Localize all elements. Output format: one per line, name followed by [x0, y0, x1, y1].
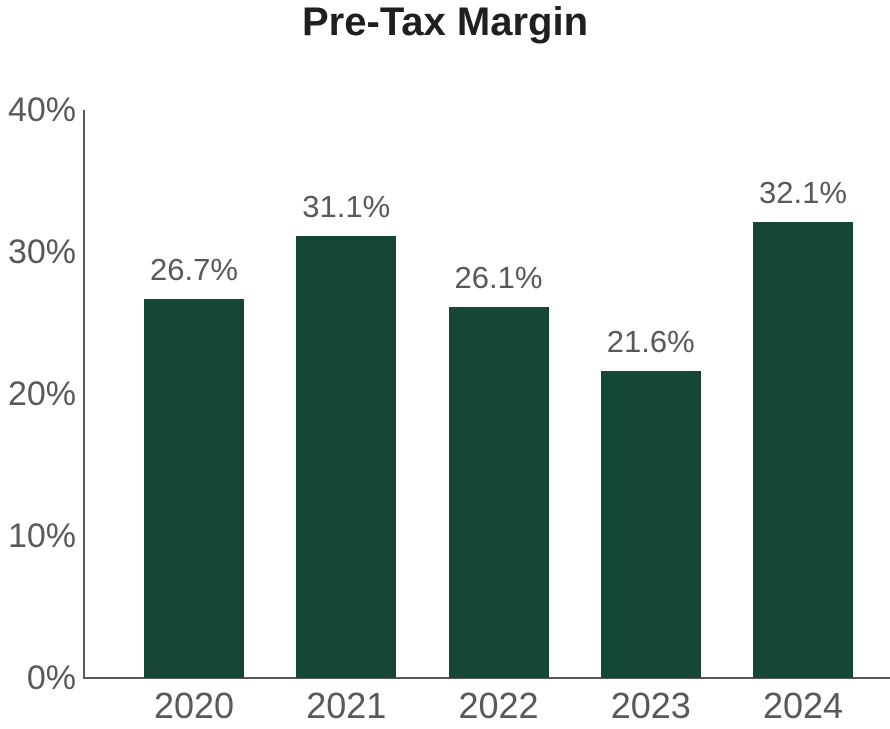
y-axis-line	[83, 110, 85, 679]
bar-2020	[144, 298, 244, 678]
bar-value-label: 26.7%	[150, 251, 238, 287]
x-tick-label: 2021	[306, 685, 387, 726]
bar-value-label: 21.6%	[606, 324, 695, 360]
y-tick-label: 10%	[7, 517, 76, 555]
x-tick-label: 2020	[153, 685, 235, 726]
y-tick-label: 40%	[7, 91, 76, 129]
x-tick-label: 2022	[458, 685, 539, 726]
x-axis-line	[83, 677, 890, 679]
x-tick-label: 2024	[762, 685, 844, 726]
bar-2024	[753, 222, 853, 678]
y-tick-label: 30%	[7, 233, 76, 271]
y-tick-label: 0%	[26, 659, 76, 697]
bar-2022	[448, 307, 549, 678]
bar-2023	[600, 371, 701, 678]
chart-title: Pre-Tax Margin	[302, 0, 588, 44]
bar-value-label: 31.1%	[302, 189, 391, 225]
y-tick-label: 20%	[7, 375, 76, 413]
bar-value-label: 26.1%	[454, 260, 543, 296]
x-tick-label: 2023	[610, 685, 691, 726]
bar-value-label: 32.1%	[759, 175, 847, 211]
bar-2021	[296, 236, 397, 678]
